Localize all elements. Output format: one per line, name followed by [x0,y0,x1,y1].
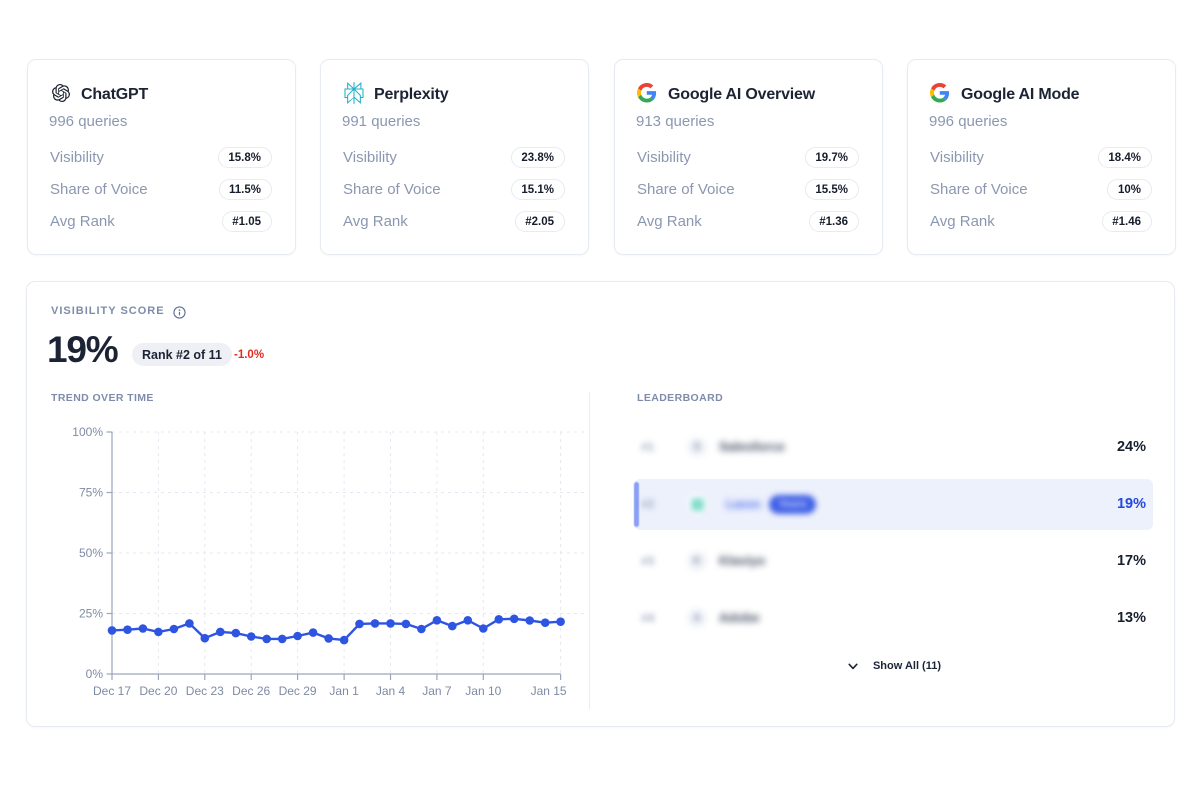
svg-text:Jan 15: Jan 15 [531,684,567,698]
svg-text:Dec 17: Dec 17 [93,684,131,698]
svg-text:Dec 26: Dec 26 [232,684,270,698]
svg-text:Dec 20: Dec 20 [139,684,177,698]
svg-text:25%: 25% [79,607,103,621]
svg-text:75%: 75% [79,486,103,500]
svg-text:50%: 50% [79,546,103,560]
svg-text:0%: 0% [86,667,104,681]
svg-text:Dec 29: Dec 29 [279,684,317,698]
svg-text:Jan 4: Jan 4 [376,684,406,698]
svg-text:Jan 1: Jan 1 [329,684,359,698]
svg-text:Dec 23: Dec 23 [186,684,224,698]
svg-text:100%: 100% [72,425,103,439]
svg-text:Jan 7: Jan 7 [422,684,452,698]
svg-text:Jan 10: Jan 10 [465,684,501,698]
